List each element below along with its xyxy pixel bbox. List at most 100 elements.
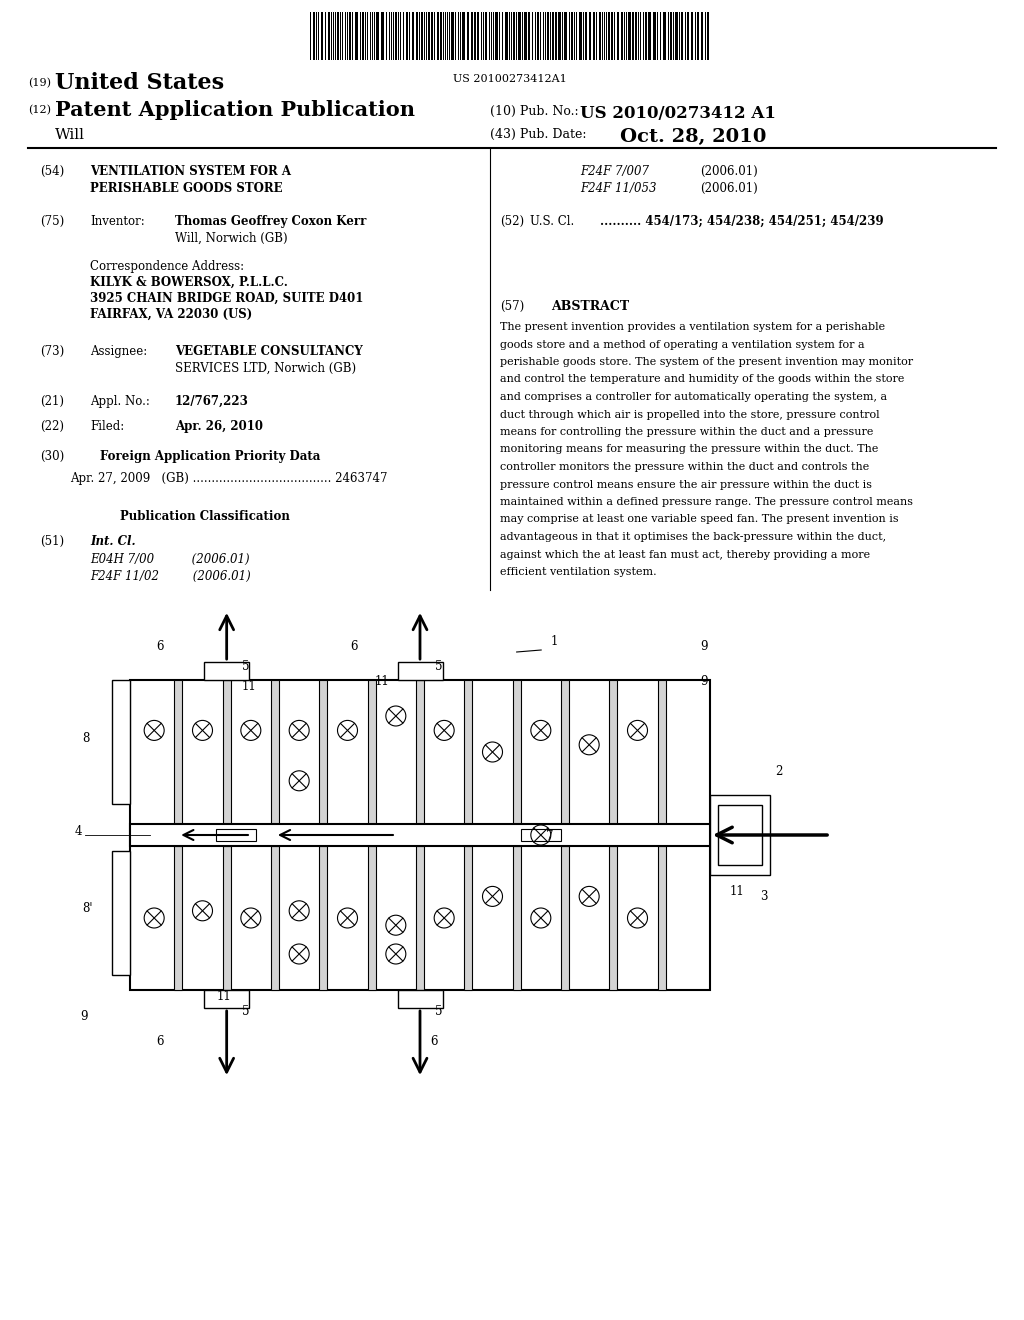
Bar — [513, 12, 515, 59]
Bar — [222, 680, 230, 824]
Bar — [130, 824, 710, 846]
Text: Int. Cl.: Int. Cl. — [90, 535, 135, 548]
Text: efficient ventilation system.: efficient ventilation system. — [500, 568, 656, 577]
Bar — [547, 12, 549, 59]
Bar — [421, 12, 423, 59]
Text: KILYK & BOWERSOX, P.L.L.C.: KILYK & BOWERSOX, P.L.L.C. — [90, 276, 288, 289]
Text: against which the at least fan must act, thereby providing a more: against which the at least fan must act,… — [500, 549, 870, 560]
Bar — [611, 12, 613, 59]
Bar — [431, 12, 433, 59]
Bar — [653, 12, 656, 59]
Bar — [513, 680, 520, 824]
Bar — [579, 12, 582, 59]
Text: The present invention provides a ventilation system for a perishable: The present invention provides a ventila… — [500, 322, 885, 333]
Bar — [675, 12, 678, 59]
Bar — [349, 12, 351, 59]
Text: 6: 6 — [350, 640, 357, 653]
Text: 7: 7 — [546, 830, 553, 843]
Text: Apr. 27, 2009   (GB) ..................................... 2463747: Apr. 27, 2009 (GB) .....................… — [70, 473, 387, 484]
Text: 9: 9 — [80, 1010, 87, 1023]
Text: (73): (73) — [40, 345, 65, 358]
Bar — [412, 12, 414, 59]
Bar — [521, 829, 561, 841]
Bar — [428, 12, 430, 59]
Bar — [561, 680, 569, 824]
Text: (51): (51) — [40, 535, 65, 548]
Text: Inventor:: Inventor: — [90, 215, 144, 228]
Bar — [617, 12, 618, 59]
Bar — [477, 12, 479, 59]
Bar — [395, 12, 397, 59]
Bar — [467, 12, 469, 59]
Bar — [313, 12, 315, 59]
Bar — [657, 680, 666, 824]
Bar — [451, 12, 454, 59]
Text: ABSTRACT: ABSTRACT — [551, 300, 629, 313]
Bar — [697, 12, 699, 59]
Bar — [657, 846, 666, 990]
Text: SERVICES LTD, Norwich (GB): SERVICES LTD, Norwich (GB) — [175, 362, 356, 375]
Text: 1: 1 — [551, 635, 558, 648]
Text: (43) Pub. Date:: (43) Pub. Date: — [490, 128, 587, 141]
Text: .......... 454/173; 454/238; 454/251; 454/239: .......... 454/173; 454/238; 454/251; 45… — [600, 215, 884, 228]
Text: 11: 11 — [375, 675, 390, 688]
Bar — [707, 12, 709, 59]
Bar — [397, 990, 442, 1008]
Bar — [691, 12, 693, 59]
Text: 5: 5 — [435, 660, 442, 673]
Text: 2: 2 — [775, 766, 782, 777]
Bar — [112, 850, 130, 974]
Bar — [362, 12, 364, 59]
Text: 11: 11 — [242, 680, 256, 693]
Bar — [406, 12, 408, 59]
Bar — [381, 12, 384, 59]
Bar — [628, 12, 631, 59]
Text: (19): (19) — [28, 78, 51, 88]
Bar — [112, 680, 130, 804]
Bar — [635, 12, 637, 59]
Text: F24F 11/02         (2006.01): F24F 11/02 (2006.01) — [90, 570, 251, 583]
Text: Appl. No.:: Appl. No.: — [90, 395, 150, 408]
Bar — [464, 846, 472, 990]
Bar — [174, 846, 182, 990]
Bar — [376, 12, 379, 59]
Text: may comprise at least one variable speed fan. The present invention is: may comprise at least one variable speed… — [500, 515, 899, 524]
Text: Foreign Application Priority Data: Foreign Application Priority Data — [100, 450, 321, 463]
Bar — [718, 805, 762, 865]
Text: Assignee:: Assignee: — [90, 345, 147, 358]
Text: 9: 9 — [700, 640, 708, 653]
Text: (52): (52) — [500, 215, 524, 228]
Text: (10) Pub. No.:: (10) Pub. No.: — [490, 106, 579, 117]
Text: Oct. 28, 2010: Oct. 28, 2010 — [620, 128, 766, 147]
Text: (21): (21) — [40, 395, 63, 408]
Bar — [397, 663, 442, 680]
Bar — [368, 680, 376, 824]
Text: (54): (54) — [40, 165, 65, 178]
Text: US 20100273412A1: US 20100273412A1 — [454, 74, 567, 84]
Text: 11: 11 — [730, 884, 744, 898]
Text: (12): (12) — [28, 106, 51, 115]
Bar — [319, 846, 328, 990]
Text: (22): (22) — [40, 420, 63, 433]
Text: VENTILATION SYSTEM FOR A: VENTILATION SYSTEM FOR A — [90, 165, 291, 178]
Bar — [571, 12, 573, 59]
Text: 6: 6 — [157, 1035, 164, 1048]
Bar — [216, 829, 256, 841]
Bar — [687, 12, 689, 59]
Text: VEGETABLE CONSULTANCY: VEGETABLE CONSULTANCY — [175, 345, 362, 358]
Bar — [555, 12, 557, 59]
Text: maintained within a defined pressure range. The pressure control means: maintained within a defined pressure ran… — [500, 498, 913, 507]
Bar — [518, 12, 521, 59]
Text: F24F 11/053: F24F 11/053 — [580, 182, 656, 195]
Bar — [416, 12, 418, 59]
Bar — [648, 12, 651, 59]
Text: 5: 5 — [242, 660, 249, 673]
Bar — [485, 12, 487, 59]
Text: Patent Application Publication: Patent Application Publication — [55, 100, 415, 120]
Text: (30): (30) — [40, 450, 65, 463]
Text: monitoring means for measuring the pressure within the duct. The: monitoring means for measuring the press… — [500, 445, 879, 454]
Text: goods store and a method of operating a ventilation system for a: goods store and a method of operating a … — [500, 339, 864, 350]
Bar — [505, 12, 508, 59]
Text: and control the temperature and humidity of the goods within the store: and control the temperature and humidity… — [500, 375, 904, 384]
Bar — [670, 12, 672, 59]
